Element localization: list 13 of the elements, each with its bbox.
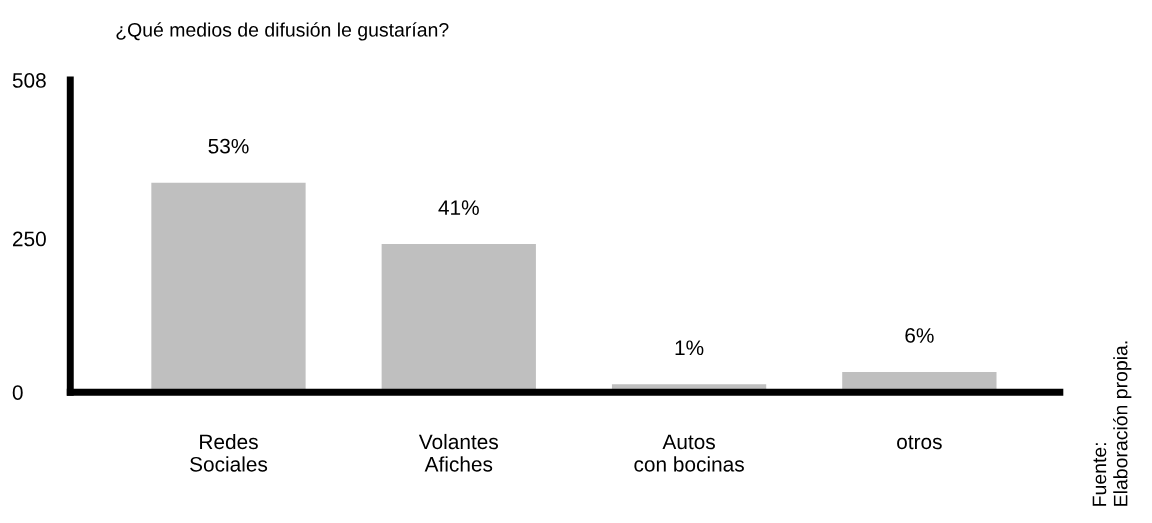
x-tick-label: otros [897,435,942,450]
y-tick-label: 0 [12,385,23,400]
annotation: 6% [905,328,934,343]
x-tick-label: Volantes Afiches [418,433,498,472]
annotation: 1% [675,340,704,356]
chart-title: ¿Qué medios de difusión le gustarían? [116,22,449,41]
annotation: 53% [208,138,249,154]
y-tick-label: 250 [12,231,46,247]
x-tick-label: Redes Sociales [190,433,268,472]
source-note: Fuente: Elaboración propia. [1092,341,1132,506]
annotation: 41% [438,200,479,215]
x-tick-label: Autos con bocinas [634,434,744,472]
y-tick-label: 508 [12,73,46,88]
